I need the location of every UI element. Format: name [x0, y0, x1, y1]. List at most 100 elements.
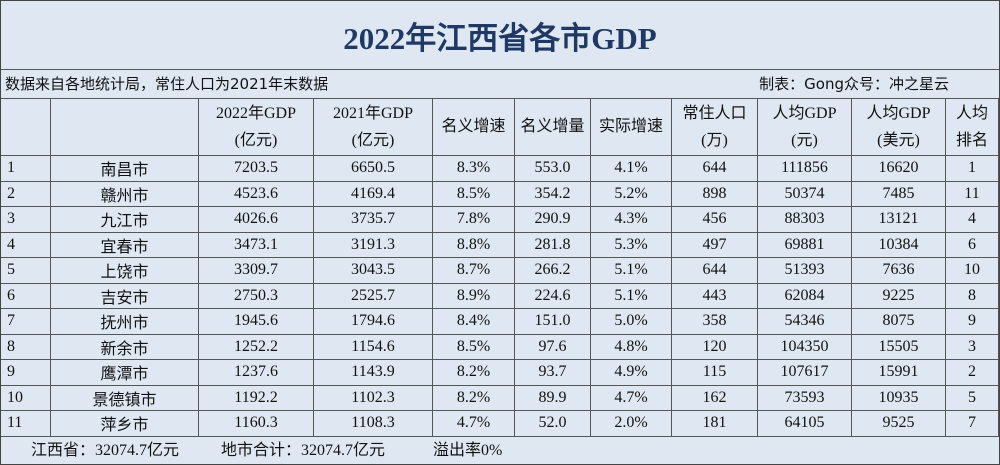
header-text: 人均GDP [866, 104, 931, 122]
data-cell: 7.8% [433, 207, 515, 233]
data-cell: 赣州市 [51, 181, 199, 207]
data-cell: 8 [1, 334, 51, 360]
data-cell: 8.4% [433, 309, 515, 335]
note: 数据来自各地统计局，常住人口为2021年末数据 [5, 75, 329, 93]
data-cell: 497 [672, 232, 758, 258]
data-cell: 9525 [852, 411, 946, 437]
data-cell: 64105 [758, 411, 852, 437]
data-cell: 4.7% [591, 385, 672, 411]
data-cell: 8.2% [433, 385, 515, 411]
data-cell: 8.5% [433, 334, 515, 360]
header-cell: 2021年GDP (亿元) [314, 98, 433, 156]
footer-sum: 地市合计：32074.7亿元 [221, 442, 386, 459]
data-cell: 8.3% [433, 156, 515, 182]
data-cell: 1794.6 [314, 309, 433, 335]
header-cell: 2022年GDP (亿元) [199, 98, 314, 156]
data-cell: 4.8% [591, 334, 672, 360]
data-cell: 4.7% [433, 411, 515, 437]
data-cell: 8.7% [433, 258, 515, 284]
data-cell: 358 [672, 309, 758, 335]
data-cell: 6650.5 [314, 156, 433, 182]
data-cell: 景德镇市 [51, 385, 199, 411]
data-cell: 2750.3 [199, 283, 314, 309]
data-cell: 5.0% [591, 309, 672, 335]
header-text: 实际增速 [598, 118, 663, 135]
data-cell: 4 [1, 232, 51, 258]
data-cell: 69881 [758, 232, 852, 258]
data-cell: 10384 [852, 232, 946, 258]
header-text: (元) [791, 131, 818, 149]
data-cell: 11 [946, 181, 999, 207]
data-cell: 73593 [758, 385, 852, 411]
header-text: 名义增速 [441, 118, 506, 135]
data-cell: 宜春市 [51, 232, 199, 258]
data-cell: 7 [1, 309, 51, 335]
data-cell: 4026.6 [199, 207, 314, 233]
data-cell: 115 [672, 360, 758, 386]
header-text: 常住人口 [682, 104, 747, 122]
data-cell: 8075 [852, 309, 946, 335]
data-cell: 15505 [852, 334, 946, 360]
header-cell: 常住人口 (万) [672, 98, 758, 156]
data-cell: 7636 [852, 258, 946, 284]
header-text: 人均 [955, 104, 988, 122]
data-cell: 8.2% [433, 360, 515, 386]
data-cell: 7485 [852, 181, 946, 207]
data-cell: 224.6 [515, 283, 591, 309]
header-cell: 名义增量 [515, 98, 591, 156]
data-cell: 九江市 [51, 207, 199, 233]
data-cell: 1252.2 [199, 334, 314, 360]
data-cell: 3735.7 [314, 207, 433, 233]
data-cell: 3 [1, 207, 51, 233]
data-cell: 6 [946, 232, 999, 258]
data-cell: 9225 [852, 283, 946, 309]
data-cell: 4 [946, 207, 999, 233]
header-text: (万) [701, 131, 728, 149]
data-cell: 456 [672, 207, 758, 233]
data-cell: 104350 [758, 334, 852, 360]
data-cell: 62084 [758, 283, 852, 309]
header-cell [51, 98, 199, 156]
data-cell: 8.8% [433, 232, 515, 258]
data-cell: 120 [672, 334, 758, 360]
data-cell: 281.8 [515, 232, 591, 258]
data-cell: 3043.5 [314, 258, 433, 284]
data-cell: 89.9 [515, 385, 591, 411]
data-cell: 644 [672, 258, 758, 284]
header-text: 2021年GDP [332, 104, 413, 122]
data-cell: 88303 [758, 207, 852, 233]
data-cell: 3473.1 [199, 232, 314, 258]
data-cell: 93.7 [515, 360, 591, 386]
data-cell: 8 [946, 283, 999, 309]
data-cell: 97.6 [515, 334, 591, 360]
data-cell: 1143.9 [314, 360, 433, 386]
data-cell: 6 [1, 283, 51, 309]
data-cell: 1237.6 [199, 360, 314, 386]
data-cell: 5.3% [591, 232, 672, 258]
data-cell: 3191.3 [314, 232, 433, 258]
data-cell: 5.1% [591, 258, 672, 284]
data-cell: 111856 [758, 156, 852, 182]
credit: 制表：Gong众号：冲之星云 [759, 75, 949, 93]
data-cell: 2.0% [591, 411, 672, 437]
data-cell: 15991 [852, 360, 946, 386]
data-cell: 3309.7 [199, 258, 314, 284]
header-cell: 人均GDP (美元) [852, 98, 946, 156]
data-cell: 1 [946, 156, 999, 182]
data-cell: 7 [946, 411, 999, 437]
data-cell: 3 [946, 334, 999, 360]
data-cell: 4.1% [591, 156, 672, 182]
data-cell: 鹰潭市 [51, 360, 199, 386]
data-cell: 10 [1, 385, 51, 411]
header-cell: 人均 排名 [946, 98, 999, 156]
data-cell: 4.3% [591, 207, 672, 233]
header-text: 排名 [955, 131, 988, 149]
data-cell: 290.9 [515, 207, 591, 233]
data-cell: 2 [1, 181, 51, 207]
data-cell: 51393 [758, 258, 852, 284]
data-cell: 354.2 [515, 181, 591, 207]
data-cell: 50374 [758, 181, 852, 207]
data-cell: 2 [946, 360, 999, 386]
data-cell: 1945.6 [199, 309, 314, 335]
